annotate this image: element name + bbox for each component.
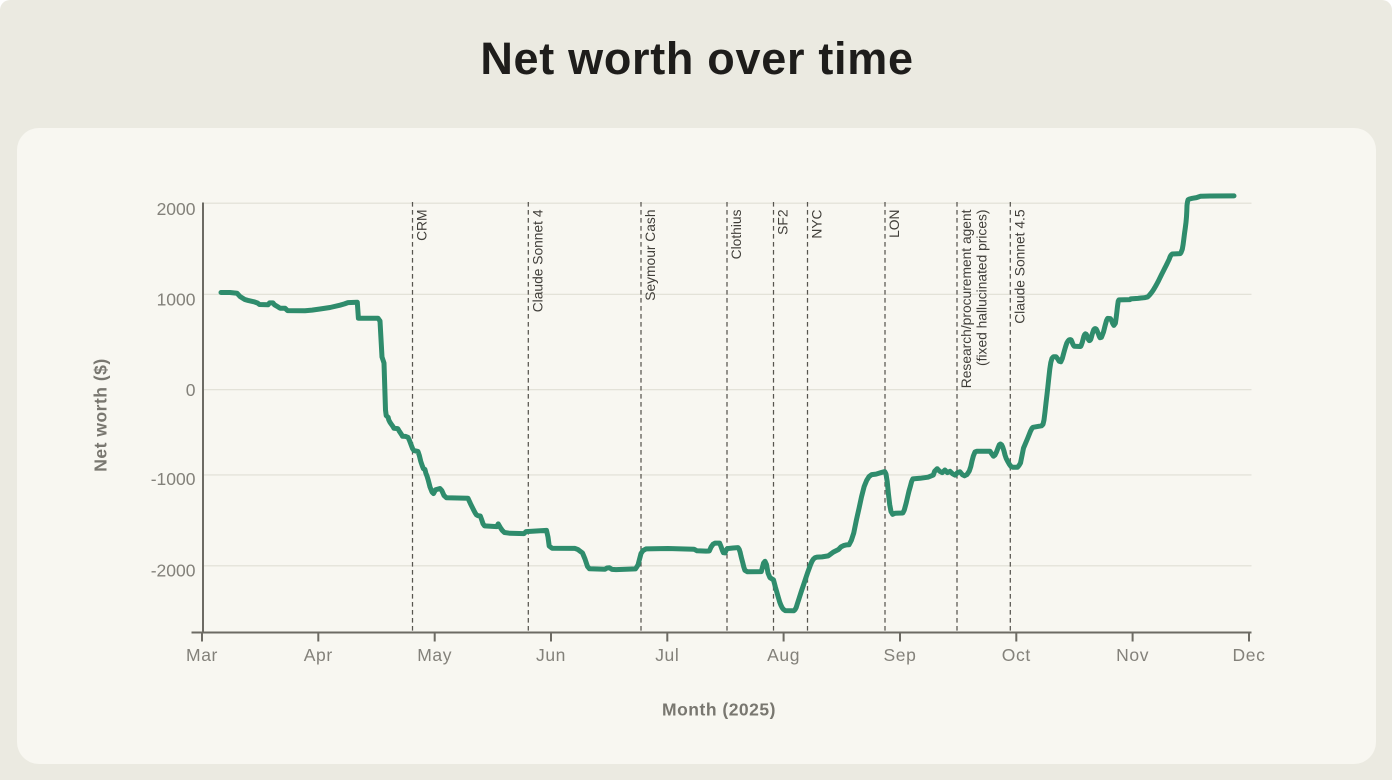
svg-text:Apr: Apr xyxy=(304,645,333,665)
svg-text:1000: 1000 xyxy=(157,289,196,309)
svg-text:Month (2025): Month (2025) xyxy=(662,699,776,719)
svg-text:Clothius: Clothius xyxy=(729,209,744,259)
svg-text:Dec: Dec xyxy=(1233,645,1266,665)
svg-text:May: May xyxy=(417,645,452,665)
svg-text:Nov: Nov xyxy=(1116,645,1149,665)
svg-text:SF2: SF2 xyxy=(776,210,791,235)
svg-text:Jun: Jun xyxy=(536,645,566,665)
svg-text:Claude Sonnet 4: Claude Sonnet 4 xyxy=(531,209,546,312)
svg-text:NYC: NYC xyxy=(810,209,825,238)
svg-text:2000: 2000 xyxy=(157,199,196,219)
svg-text:-2000: -2000 xyxy=(151,560,196,580)
svg-text:(fixed hallucinated prices): (fixed hallucinated prices) xyxy=(975,210,990,366)
svg-text:Seymour Cash: Seymour Cash xyxy=(643,210,658,301)
svg-text:Net worth over time: Net worth over time xyxy=(480,33,913,84)
svg-text:Sep: Sep xyxy=(884,645,917,665)
svg-text:Aug: Aug xyxy=(767,645,800,665)
svg-text:LON: LON xyxy=(887,210,902,238)
svg-text:0: 0 xyxy=(186,380,196,400)
svg-text:Research/procurement agent: Research/procurement agent xyxy=(959,209,974,388)
svg-text:Net worth ($): Net worth ($) xyxy=(91,358,111,471)
svg-text:Claude Sonnet 4.5: Claude Sonnet 4.5 xyxy=(1013,209,1028,324)
svg-text:Oct: Oct xyxy=(1002,645,1031,665)
svg-text:Jul: Jul xyxy=(655,645,679,665)
svg-text:Mar: Mar xyxy=(186,645,218,665)
svg-text:-1000: -1000 xyxy=(151,469,196,489)
svg-text:CRM: CRM xyxy=(415,210,430,241)
